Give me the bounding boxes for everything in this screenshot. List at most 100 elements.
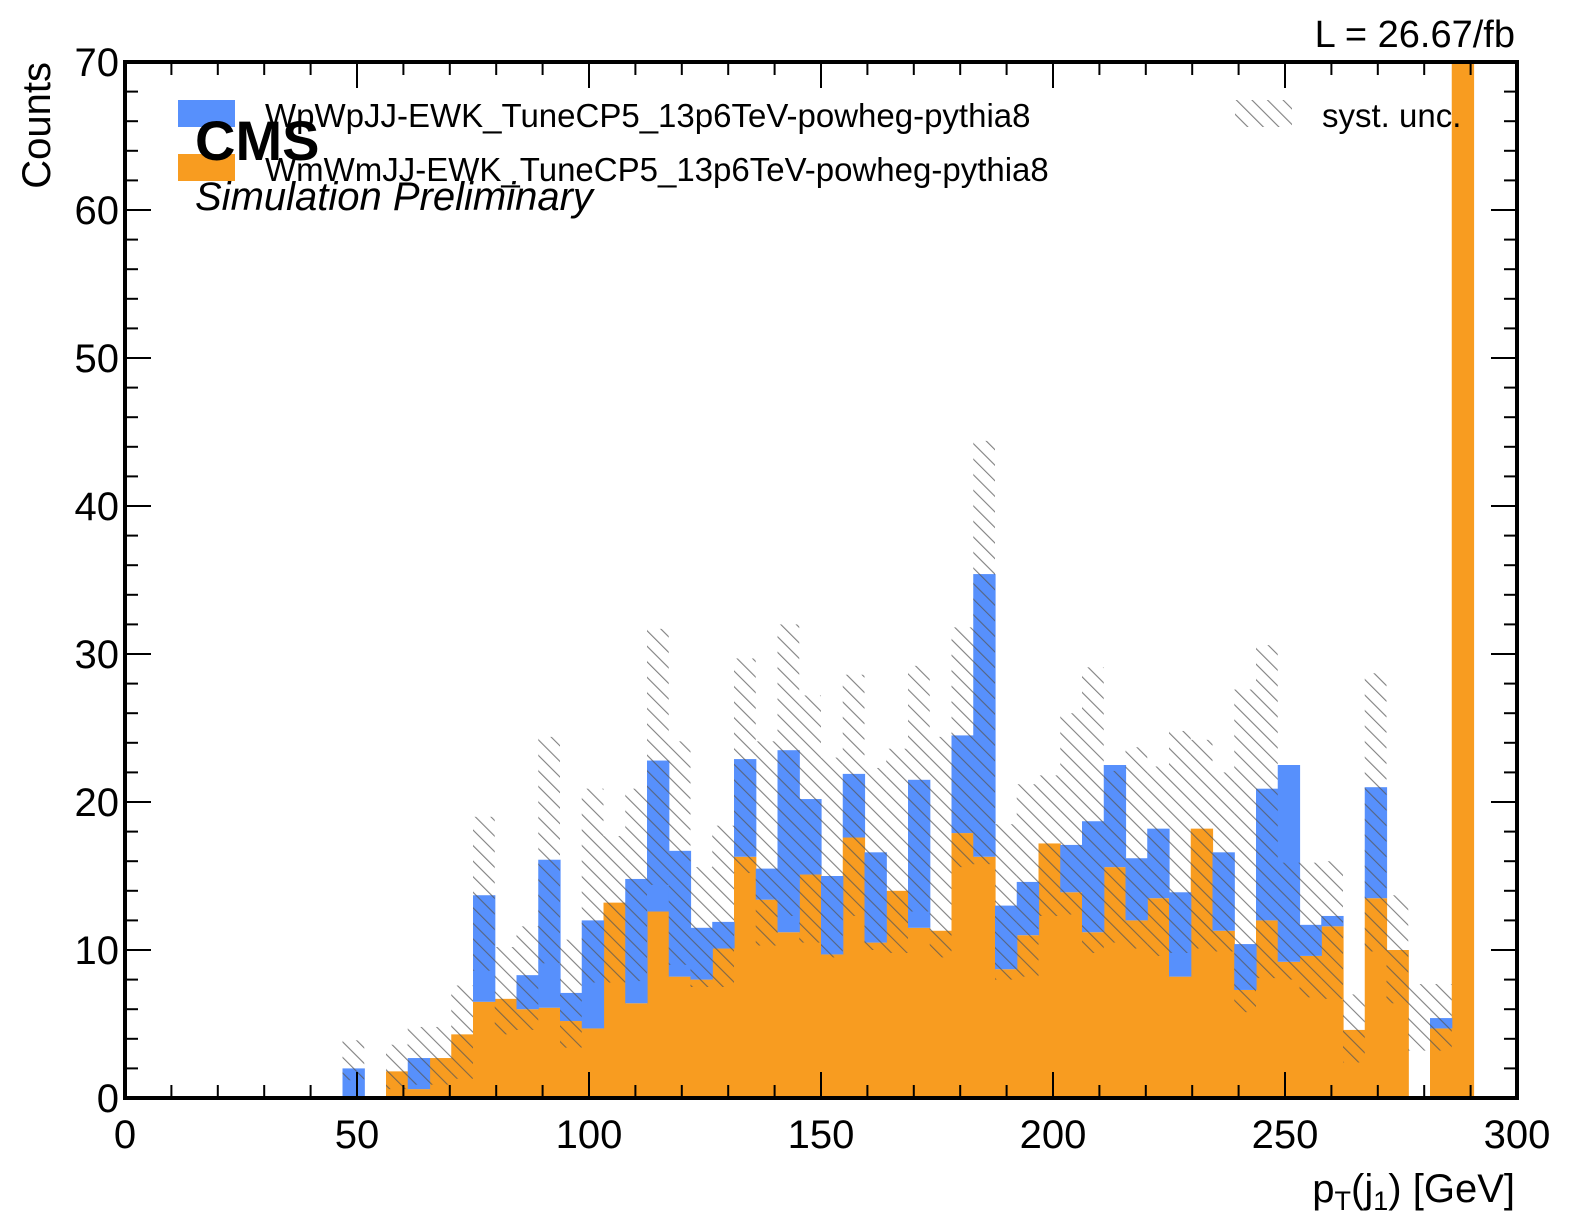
x-tick-label: 150	[788, 1113, 855, 1157]
bar-wmwm	[1212, 930, 1235, 1098]
uncertainty-band	[799, 695, 821, 943]
uncertainty-band	[473, 816, 495, 971]
uncertainty-band	[995, 824, 1017, 980]
x-axis-title-sub2: 1	[1373, 1186, 1388, 1216]
uncertainty-band	[1125, 747, 1148, 949]
lumi-label: L = 26.67/fb	[1315, 14, 1515, 56]
bar-wmwm	[407, 1089, 431, 1098]
uncertainty-band	[386, 1044, 408, 1090]
legend-swatch-unc	[1235, 100, 1292, 127]
uncertainty-band	[1408, 984, 1430, 1051]
bar-wmwm	[1082, 932, 1105, 1098]
uncertainty-band	[777, 624, 800, 916]
legend-swatch-wmwm	[178, 154, 235, 181]
y-axis-title: Counts	[15, 62, 59, 189]
uncertainty-band	[1082, 667, 1104, 953]
legend-swatch-wpwp	[178, 100, 235, 127]
uncertainty-band	[1256, 645, 1278, 979]
bar-wmwm	[690, 979, 713, 1098]
uncertainty-band	[581, 788, 604, 983]
uncertainty-band	[1343, 994, 1365, 1063]
uncertainty-band	[407, 1026, 430, 1085]
x-tick-label: 50	[335, 1113, 380, 1157]
uncertainty-band	[1277, 862, 1300, 980]
bar-wmwm	[973, 856, 996, 1098]
uncertainty-band	[538, 736, 560, 964]
y-tick-label: 60	[75, 189, 120, 233]
y-tick-label: 10	[75, 929, 120, 973]
bar-wmwm	[668, 976, 692, 1098]
bar-wmwm	[734, 856, 757, 1098]
uncertainty-band	[494, 947, 517, 1035]
simulation-preliminary-label: Simulation Preliminary	[195, 175, 596, 219]
uncertainty-band	[1103, 770, 1126, 943]
uncertainty-band	[1386, 895, 1409, 1004]
bar-wmwm	[951, 833, 974, 1098]
y-tick-label: 20	[75, 781, 120, 825]
uncertainty-band	[647, 628, 669, 885]
bar-wmwm	[1234, 989, 1257, 1098]
uncertainty-band	[1212, 772, 1235, 952]
uncertainty-band	[342, 1040, 365, 1081]
plot-frame	[123, 60, 1519, 1100]
x-tick-label: 200	[1020, 1113, 1087, 1157]
uncertainty-band	[603, 836, 626, 983]
uncertainty-band	[1234, 689, 1256, 1013]
y-tick-label: 50	[75, 337, 120, 381]
y-tick-label: 30	[75, 633, 120, 677]
x-tick-label: 0	[114, 1113, 136, 1157]
legend-label-wmwm: WmWmJJ-EWK_TuneCP5_13p6TeV-powheg-pythia…	[265, 151, 1049, 188]
x-tick-label: 300	[1484, 1113, 1551, 1157]
x-axis-title: pT(j1) [GeV]	[1312, 1167, 1515, 1216]
bar-wmwm	[995, 969, 1018, 1098]
uncertainty-band	[842, 674, 865, 916]
bar-wmwm	[473, 1001, 496, 1098]
bar-wmwm	[929, 930, 953, 1098]
legend-label-unc: syst. unc.	[1322, 97, 1461, 134]
x-axis-title-mid: (j	[1351, 1167, 1373, 1211]
bar-wmwm	[538, 1007, 561, 1098]
bar-wmwm	[1060, 892, 1083, 1098]
uncertainty-band	[668, 741, 691, 965]
uncertainty-band	[560, 939, 582, 1048]
uncertainty-band	[1060, 713, 1082, 915]
uncertainty-band	[1190, 739, 1213, 949]
bar-wmwm	[777, 932, 800, 1098]
y-tick-label: 40	[75, 485, 120, 529]
uncertainty-band	[625, 788, 647, 982]
bar-wmwm	[1451, 62, 1475, 1098]
y-tick-label: 70	[75, 41, 120, 85]
uncertainty-band	[973, 440, 995, 865]
uncertainty-band	[821, 757, 843, 958]
bar-wmwm	[864, 942, 887, 1098]
x-axis-title-sub: T	[1335, 1186, 1352, 1216]
legend: WpWpJJ-EWK_TuneCP5_13p6TeV-powheg-pythia…	[178, 97, 1461, 188]
uncertainty-band	[886, 748, 908, 953]
x-axis-title-end: ) [GeV]	[1388, 1167, 1515, 1211]
uncertainty-band	[864, 767, 887, 950]
uncertainty-band	[451, 985, 473, 1079]
uncertainty-band	[1364, 673, 1387, 952]
uncertainty-band	[1147, 766, 1169, 956]
x-tick-label: 100	[556, 1113, 623, 1157]
bar-wmwm	[625, 1003, 648, 1098]
uncertainty-bands	[342, 440, 1452, 1090]
uncertainty-band	[516, 926, 539, 1030]
x-axis-title-main: p	[1312, 1167, 1334, 1211]
cms-label: CMS	[195, 109, 319, 172]
uncertainty-band	[1038, 775, 1061, 916]
bar-wmwm	[516, 1009, 539, 1098]
bar-wmwm	[821, 954, 844, 1098]
uncertainty-band	[951, 627, 974, 868]
legend-label-wpwp: WpWpJJ-EWK_TuneCP5_13p6TeV-powheg-pythia…	[265, 97, 1031, 134]
uncertainty-band	[755, 741, 778, 946]
uncertainty-band	[1016, 784, 1039, 977]
uncertainty-band	[712, 825, 734, 987]
uncertainty-band	[734, 658, 756, 874]
uncertainty-band	[1299, 862, 1322, 998]
bar-wmwm	[581, 1028, 605, 1098]
bar-wmwm	[1125, 920, 1148, 1098]
uncertainty-band	[429, 1026, 452, 1085]
y-tick-labels: 0 10 20 30 40 50 60 70	[75, 41, 120, 1121]
